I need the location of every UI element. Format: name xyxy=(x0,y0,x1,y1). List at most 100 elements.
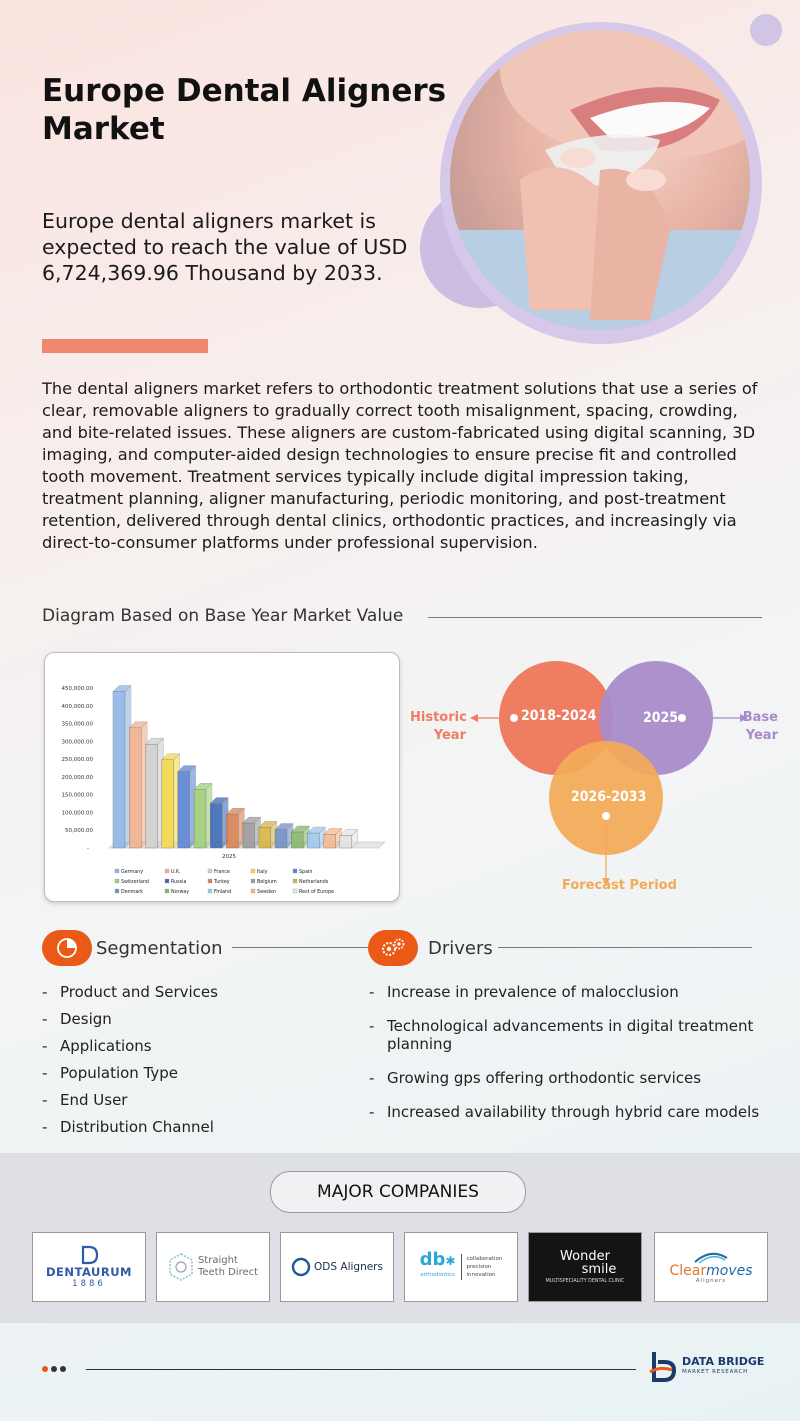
segmentation-heading: Segmentation xyxy=(96,938,223,959)
legend-label: Finland xyxy=(214,889,231,895)
bar-turkey xyxy=(226,814,239,849)
hero-photo-aligner xyxy=(450,30,750,330)
venn-diagram xyxy=(470,661,748,886)
segmentation-item: Design xyxy=(42,1010,342,1037)
historic-dot xyxy=(510,714,518,722)
hexagon-tooth-icon xyxy=(169,1253,193,1281)
legend-label: Rest of Europe xyxy=(299,889,334,895)
bar-norway xyxy=(290,831,304,849)
straight-line2: Teeth Direct xyxy=(197,1267,259,1278)
legend-label: Switzerland xyxy=(121,879,149,885)
db-tagline: collaboration precision innovation xyxy=(467,1255,503,1279)
bar-sweden xyxy=(323,834,336,849)
legend-swatch xyxy=(164,878,170,884)
legend-label: Germany xyxy=(121,869,143,875)
market-lead-text: Europe dental aligners market is expecte… xyxy=(42,209,408,285)
drivers-icon-pill xyxy=(368,930,418,966)
historic-label-line1: Historic xyxy=(410,710,467,725)
x-category-label: 2025 xyxy=(222,854,236,860)
major-companies-heading: MAJOR COMPANIES xyxy=(270,1171,526,1213)
legend-swatch xyxy=(164,868,170,874)
legend-label: Norway xyxy=(171,889,189,895)
db-orthodontics-logo: db✱ orthodontics collaboration precision… xyxy=(404,1232,518,1302)
legend-label: Turkey xyxy=(213,879,230,885)
straight-text: Straight Teeth Direct xyxy=(198,1255,258,1279)
legend-swatch xyxy=(292,868,298,874)
driver-item: Technological advancements in digital tr… xyxy=(369,1017,769,1053)
y-tick-label: 150,000.00 xyxy=(62,793,94,799)
market-description: The dental aligners market refers to ort… xyxy=(42,379,758,552)
clear-text: Clear xyxy=(669,1263,707,1279)
forecast-period-label: Forecast Period xyxy=(562,878,677,893)
legend-swatch xyxy=(114,868,120,874)
historic-label-line2: Year xyxy=(433,728,466,743)
legend-swatch xyxy=(207,868,213,874)
base-dot xyxy=(678,714,686,722)
base-year-label: 2025 xyxy=(643,710,679,726)
decorative-circle-small xyxy=(750,14,782,46)
legend-label: Russia xyxy=(171,879,186,885)
historic-range-label: 2018-2024 xyxy=(521,708,597,724)
legend-label: Sweden xyxy=(257,889,276,895)
legend-label: France xyxy=(214,869,230,875)
bar-spain xyxy=(177,771,191,849)
footer-dot-2 xyxy=(51,1366,57,1372)
straight-teeth-direct-logo: Straight Teeth Direct xyxy=(156,1232,270,1302)
legend-swatch xyxy=(250,878,256,884)
footer-dot-1 xyxy=(42,1366,48,1372)
moves-text: moves xyxy=(706,1263,753,1279)
bar-rest-of-europe xyxy=(339,835,352,849)
ods-ring-icon xyxy=(291,1257,311,1277)
legend-swatch xyxy=(250,868,256,874)
forecast-circle xyxy=(549,741,663,855)
bar-russia xyxy=(209,803,223,849)
dentaurum-d-mark xyxy=(81,1245,99,1265)
clearmoves-wave-icon xyxy=(694,1252,728,1264)
bar-chart-svg: 50,000.00 100,000.00 150,000.00 200,000.00 2… xyxy=(62,685,386,895)
bar-germany xyxy=(112,691,126,849)
legend-label: U.K. xyxy=(171,869,181,875)
y-tick-label: 50,000.00 xyxy=(65,828,93,834)
base-year-side-label: Base Year xyxy=(740,709,778,745)
bar-u-k- xyxy=(128,727,142,849)
data-bridge-mark-icon xyxy=(649,1352,677,1382)
title-line-2: Market xyxy=(42,111,165,147)
dentaurum-name: DENTAURUM xyxy=(46,1265,132,1279)
title-line-1: Europe Dental Aligners xyxy=(42,73,447,109)
y-tick-label: 250,000.00 xyxy=(62,757,94,763)
db-flower-icon: ✱ xyxy=(445,1253,456,1268)
y-tick-zero: - xyxy=(87,846,89,852)
y-tick-label: 450,000.00 xyxy=(62,686,94,692)
legend-swatch xyxy=(207,878,213,884)
legend-swatch xyxy=(250,888,256,894)
wonder-line1: Wonder xyxy=(560,1249,610,1264)
db-mark-group: db✱ orthodontics xyxy=(420,1250,456,1282)
legend-label: Belgium xyxy=(257,879,277,885)
dentaurum-logo: DENTAURUM 1886 xyxy=(32,1232,146,1302)
bar-belgium xyxy=(242,822,255,849)
db-mark-text: db xyxy=(419,1248,446,1270)
legend-label: Spain xyxy=(299,869,312,875)
legend-swatch xyxy=(292,878,298,884)
diagram-heading: Diagram Based on Base Year Market Value xyxy=(42,606,404,626)
straight-line1: Straight xyxy=(197,1255,238,1266)
clearmoves-logo: Clearmoves Aligners xyxy=(654,1232,768,1302)
page-title: Europe Dental Aligners Market xyxy=(42,72,462,148)
data-bridge-text: DATA BRIDGE MARKET RESEARCH xyxy=(682,1356,764,1377)
ods-name: ODS Aligners xyxy=(314,1261,383,1273)
wonder-smile-logo: Wonder smile MULTISPECIALITY DENTAL CLIN… xyxy=(528,1232,642,1302)
segmentation-item: Distribution Channel xyxy=(42,1118,342,1145)
historic-year-label: Historic Year xyxy=(410,709,467,745)
historic-arrowhead xyxy=(470,714,478,722)
legend-swatch xyxy=(114,878,120,884)
wonder-sub: MULTISPECIALITY DENTAL CLINIC xyxy=(545,1279,625,1284)
segmentation-rule xyxy=(232,947,368,948)
db-tag-3: innovation xyxy=(466,1272,496,1278)
pie-chart-icon xyxy=(57,938,77,958)
wonder-line2: smile xyxy=(581,1262,617,1277)
legend-swatch xyxy=(114,888,120,894)
accent-bar xyxy=(42,339,208,353)
drivers-rule xyxy=(498,947,752,948)
segmentation-item: Population Type xyxy=(42,1064,342,1091)
y-tick-label: 200,000.00 xyxy=(62,775,94,781)
